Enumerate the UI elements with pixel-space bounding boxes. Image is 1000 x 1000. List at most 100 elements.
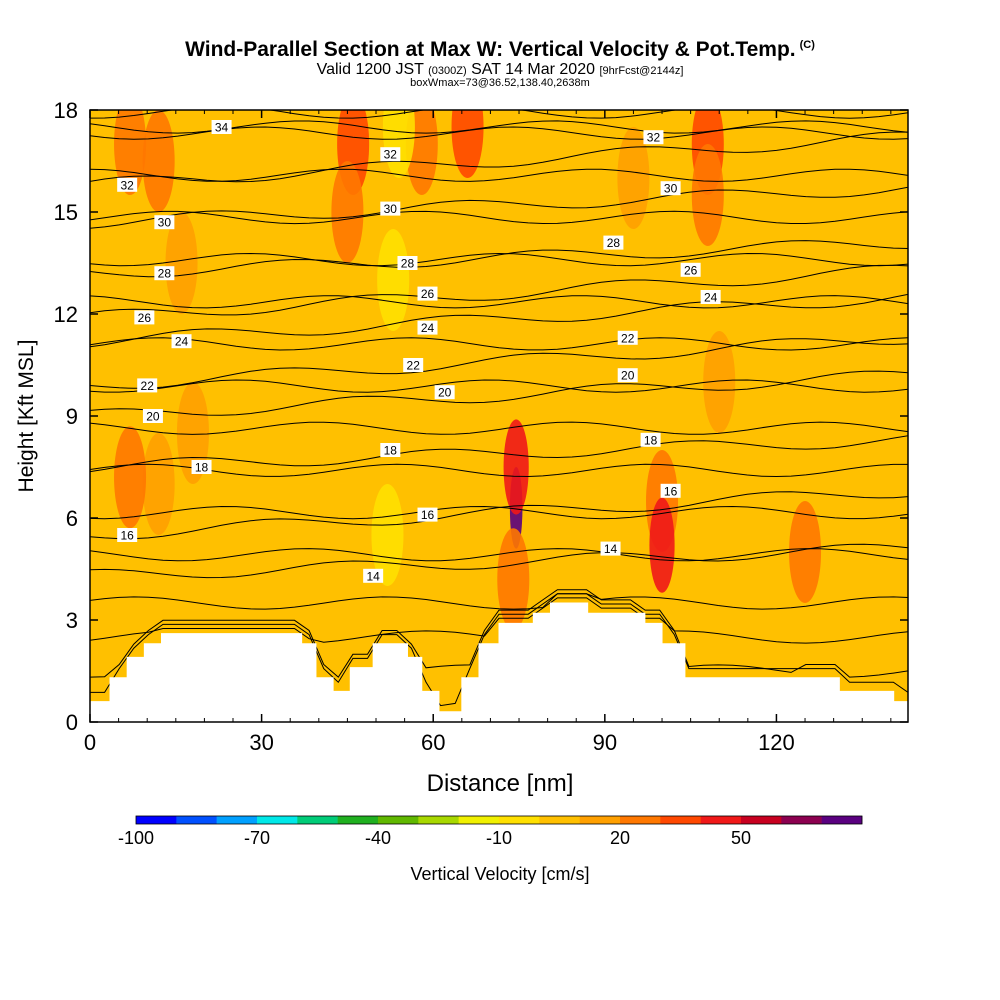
theta-contour-label: 14	[600, 541, 621, 556]
contour-label-text: 28	[401, 257, 415, 271]
velocity-cell	[262, 399, 295, 501]
contour-label-box	[117, 528, 138, 542]
valid-time-label: Valid 1200 JST	[316, 61, 424, 78]
colorbar-swatch	[418, 816, 459, 824]
velocity-cell	[176, 382, 209, 484]
contour-label-box	[211, 120, 232, 134]
contour-label-text: 26	[684, 263, 698, 277]
terrain	[89, 602, 909, 723]
contour-label-text: 14	[604, 542, 618, 556]
theta-contour-label: 22	[137, 378, 158, 393]
theta-contour-line	[90, 543, 908, 579]
contour-label-text: 28	[607, 236, 621, 250]
theta-contour-label: 34	[211, 120, 232, 135]
contour-label-box	[154, 215, 175, 230]
colorbar-swatch	[620, 816, 661, 824]
theta-contour-label: 32	[643, 130, 664, 145]
contour-label-box	[380, 443, 401, 457]
colorbar-swatch	[297, 816, 338, 824]
velocity-cell	[503, 419, 529, 515]
contour-label-box	[660, 181, 681, 196]
y-axis-label: Height [Kft MSL]	[15, 340, 38, 493]
contour-label-box	[417, 320, 438, 335]
contour-labels: 16 18 20 22 24 26 28 30 32 34 14 16 18 20 22 24 26 28 30 32…	[117, 120, 721, 583]
valid-utc-label: (0300Z)	[428, 65, 467, 77]
theta-contour-line	[90, 370, 908, 416]
colorbar-swatch	[660, 816, 701, 824]
theta-contour-line	[90, 593, 908, 610]
contour-label-text: 32	[384, 148, 398, 162]
chart-title-text: Wind-Parallel Section at Max W: Vertical…	[185, 38, 796, 61]
x-tick-label: 90	[593, 730, 617, 755]
contour-label-text: 20	[146, 410, 160, 424]
colorbar-swatch	[539, 816, 580, 824]
theta-contour-line	[90, 597, 908, 644]
contour-label-box	[397, 256, 418, 270]
contour-label-box	[380, 147, 401, 162]
contour-label-text: 24	[421, 321, 435, 335]
contour-label-box	[660, 483, 681, 498]
theta-contour-label: 18	[191, 460, 212, 475]
theta-contour-label: 26	[417, 286, 438, 301]
velocity-cell	[451, 110, 484, 178]
velocity-cell	[497, 528, 530, 631]
theta-contour-label: 20	[142, 409, 163, 424]
colorbar-swatch	[257, 816, 298, 824]
contour-label-box	[171, 334, 192, 349]
theta-contour-label: 16	[417, 507, 438, 522]
contour-label-text: 22	[141, 379, 155, 393]
theta-contour-label: 30	[154, 215, 175, 230]
y-tick-label: 0	[66, 710, 78, 735]
velocity-cell	[114, 426, 147, 529]
contour-label-box	[137, 378, 158, 393]
colorbar-tick-label: 20	[610, 828, 630, 848]
x-tick-label: 60	[421, 730, 445, 755]
theta-contour-label: 24	[700, 290, 721, 305]
copyright-mark: (C)	[799, 39, 815, 51]
velocity-cell	[377, 229, 410, 331]
contour-label-box	[154, 266, 175, 281]
velocity-cell	[649, 497, 675, 593]
y-tick-label: 9	[66, 404, 78, 429]
theta-contour-label: 16	[117, 528, 138, 543]
contour-label-box	[680, 262, 701, 277]
contour-label-text: 18	[644, 433, 658, 447]
theta-contour-line	[90, 240, 908, 278]
contour-label-box	[600, 541, 621, 556]
contour-label-box	[434, 385, 455, 400]
contour-label-text: 30	[664, 182, 678, 196]
theta-contour-line	[90, 295, 908, 309]
contour-label-text: 18	[195, 461, 209, 475]
colorbar-swatch	[499, 816, 540, 824]
x-tick-label: 0	[84, 730, 96, 755]
colorbar-swatch	[216, 816, 258, 824]
theta-contour-line	[90, 337, 908, 351]
contour-label-box	[417, 286, 438, 301]
theta-contour-line	[90, 435, 908, 473]
contour-label-text: 26	[421, 287, 435, 301]
contour-label-text: 32	[647, 131, 661, 145]
theta-contour-label: 20	[434, 385, 455, 400]
contour-label-box	[617, 330, 638, 345]
terrain-mask	[89, 602, 909, 723]
contour-label-text: 30	[384, 202, 398, 216]
theta-contour-label: 18	[640, 432, 661, 447]
colorbar-swatch	[741, 816, 782, 824]
theta-contour-line	[90, 90, 908, 98]
theta-contour-label: 26	[680, 262, 701, 277]
contour-label-box	[380, 201, 401, 216]
contour-label-text: 26	[138, 311, 152, 325]
contour-label-box	[700, 290, 721, 304]
colorbar-swatch	[700, 816, 742, 824]
theta-contour-line	[90, 293, 908, 348]
contour-label-box	[134, 310, 155, 325]
theta-contour-line	[90, 593, 908, 707]
velocity-cell	[331, 161, 364, 263]
contour-label-text: 16	[421, 508, 435, 522]
theta-contour-label: 30	[380, 201, 401, 216]
theta-contour-label: 16	[660, 483, 681, 498]
contour-label-text: 32	[121, 178, 135, 192]
velocity-cell	[846, 365, 879, 467]
